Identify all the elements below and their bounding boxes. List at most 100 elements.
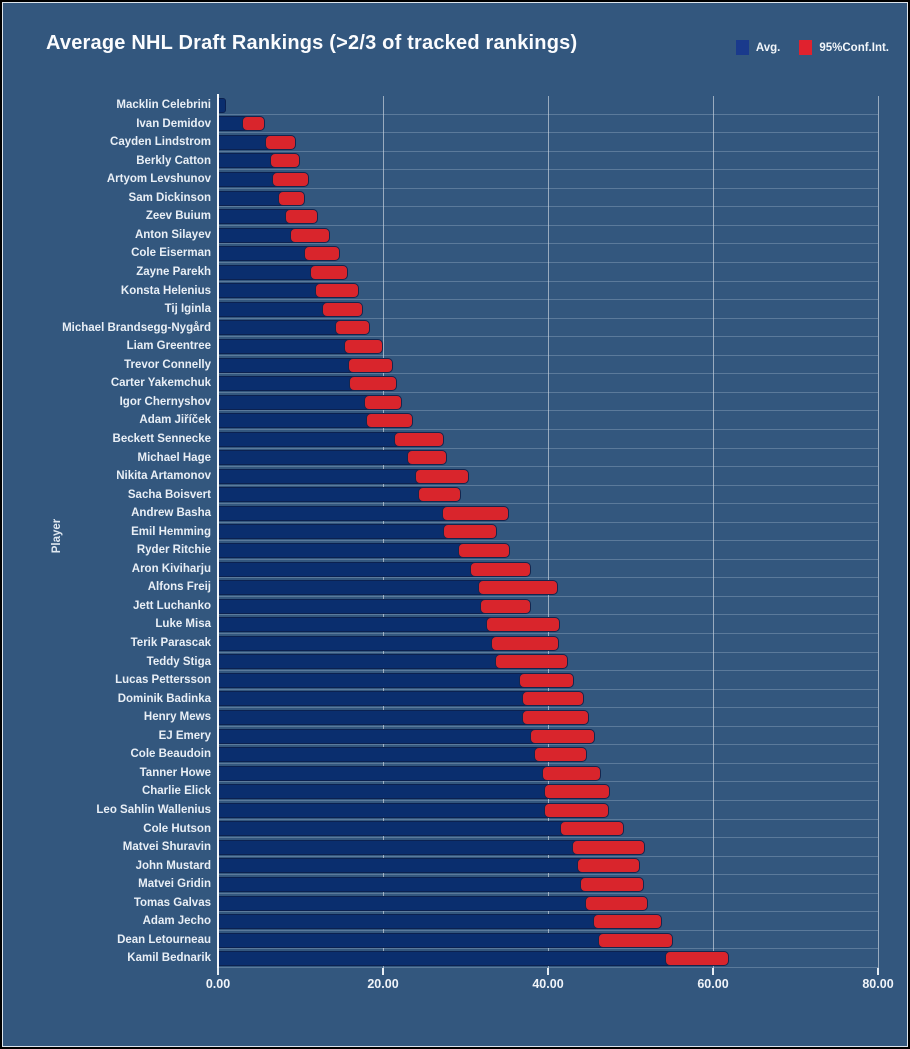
- avg-bar: [218, 821, 592, 837]
- player-row: [218, 727, 878, 746]
- avg-bar: [218, 505, 476, 521]
- player-label: Matvei Gridin: [138, 878, 211, 891]
- player-label: Igor Chernyshov: [119, 395, 211, 408]
- confidence-interval-bar: [529, 728, 596, 744]
- player-row: [218, 857, 878, 876]
- player-row: [218, 467, 878, 486]
- confidence-interval-bar: [543, 784, 610, 800]
- player-label: Matvei Shuravin: [122, 841, 211, 854]
- avg-bar: [218, 543, 485, 559]
- avg-bar: [218, 561, 501, 577]
- player-row: [218, 541, 878, 560]
- player-row: [218, 337, 878, 356]
- player-label: EJ Emery: [158, 729, 211, 742]
- confidence-interval-bar: [479, 598, 532, 614]
- player-row: [218, 820, 878, 839]
- avg-bar: [218, 394, 383, 410]
- player-label: Adam Jiříček: [139, 414, 211, 427]
- player-label: Cole Beaudoin: [130, 748, 211, 761]
- player-row: [218, 486, 878, 505]
- player-label: Liam Greentree: [126, 340, 211, 353]
- confidence-interval-bar: [519, 672, 575, 688]
- confidence-interval-bar: [580, 876, 644, 892]
- legend: Avg. 95%Conf.Int.: [735, 40, 889, 55]
- player-row: [218, 894, 878, 913]
- avg-bar: [218, 747, 561, 763]
- x-tick-label-20: 20.00: [367, 977, 399, 991]
- avg-bar: [218, 839, 610, 855]
- player-row: [218, 801, 878, 820]
- player-label: Cole Hutson: [143, 822, 211, 835]
- player-row: [218, 504, 878, 523]
- player-label: Dominik Badinka: [117, 692, 211, 705]
- confidence-interval-bar: [486, 617, 560, 633]
- confidence-interval-bar: [495, 654, 568, 670]
- player-row: [218, 226, 878, 245]
- player-label: Anton Silayev: [134, 228, 211, 241]
- player-row: [218, 838, 878, 857]
- avg-bar: [218, 580, 519, 596]
- avg-bar: [218, 450, 427, 466]
- player-label: Berkly Catton: [136, 154, 211, 167]
- player-label: Jett Luchanko: [133, 599, 211, 612]
- confidence-interval-bar: [585, 895, 648, 911]
- player-row: [218, 96, 878, 115]
- player-label: Andrew Basha: [131, 507, 211, 520]
- confidence-interval-bar: [284, 209, 318, 225]
- player-row: [218, 597, 878, 616]
- confidence-interval-bar: [543, 802, 610, 818]
- confidence-interval-bar: [349, 376, 398, 392]
- confidence-interval-bar: [443, 524, 497, 540]
- avg-bar: [218, 914, 629, 930]
- player-row: [218, 782, 878, 801]
- player-row: [218, 356, 878, 375]
- player-row: [218, 411, 878, 430]
- gridline-80: [877, 96, 879, 968]
- player-row: [218, 634, 878, 653]
- player-row: [218, 875, 878, 894]
- gridline-60: [712, 96, 714, 968]
- confidence-interval-bar: [522, 691, 585, 707]
- player-label: Cole Eiserman: [131, 247, 211, 260]
- player-label: Zayne Parekh: [136, 265, 211, 278]
- avg-bar: [218, 691, 554, 707]
- x-tick-label-80: 80.00: [862, 977, 894, 991]
- player-label: John Mustard: [135, 859, 211, 872]
- avg-bar: [218, 524, 471, 540]
- player-row: [218, 764, 878, 783]
- player-row: [218, 449, 878, 468]
- avg-bar: [218, 951, 698, 967]
- player-label: Macklin Celebrini: [116, 99, 211, 111]
- confidence-interval-bar: [321, 301, 364, 317]
- player-label: Beckett Sennecke: [112, 432, 211, 445]
- player-row: [218, 430, 878, 449]
- confidence-interval-bar: [477, 580, 558, 596]
- plot-area: [218, 96, 879, 968]
- player-row: [218, 708, 878, 727]
- player-label: Tij Iginla: [164, 303, 211, 316]
- legend-avg-swatch: [735, 40, 749, 55]
- player-label: Terik Parascak: [130, 637, 211, 650]
- chart-title: Average NHL Draft Rankings (>2/3 of trac…: [46, 32, 578, 54]
- player-row: [218, 690, 878, 709]
- x-tickmark-60: [712, 968, 714, 975]
- avg-bar: [218, 338, 365, 354]
- confidence-interval-bar: [278, 190, 306, 206]
- player-label: Artyom Levshunov: [106, 173, 211, 186]
- player-label: Michael Hage: [137, 451, 212, 464]
- x-tick-label-0: 0.00: [205, 977, 231, 991]
- player-label: Aron Kiviharju: [131, 562, 211, 575]
- player-label: Emil Hemming: [131, 525, 211, 538]
- player-label: Tanner Howe: [139, 766, 211, 779]
- confidence-interval-bar: [309, 264, 349, 280]
- legend-ci-label: 95%Conf.Int.: [819, 41, 889, 54]
- player-row: [218, 263, 878, 282]
- player-row: [218, 523, 878, 542]
- avg-bar: [218, 654, 532, 670]
- player-row: [218, 170, 878, 189]
- player-label: Carter Yakemchuk: [110, 377, 211, 390]
- player-row: [218, 949, 878, 968]
- confidence-interval-bar: [593, 914, 662, 930]
- player-label: Konsta Helenius: [120, 284, 211, 297]
- confidence-interval-bar: [344, 338, 383, 354]
